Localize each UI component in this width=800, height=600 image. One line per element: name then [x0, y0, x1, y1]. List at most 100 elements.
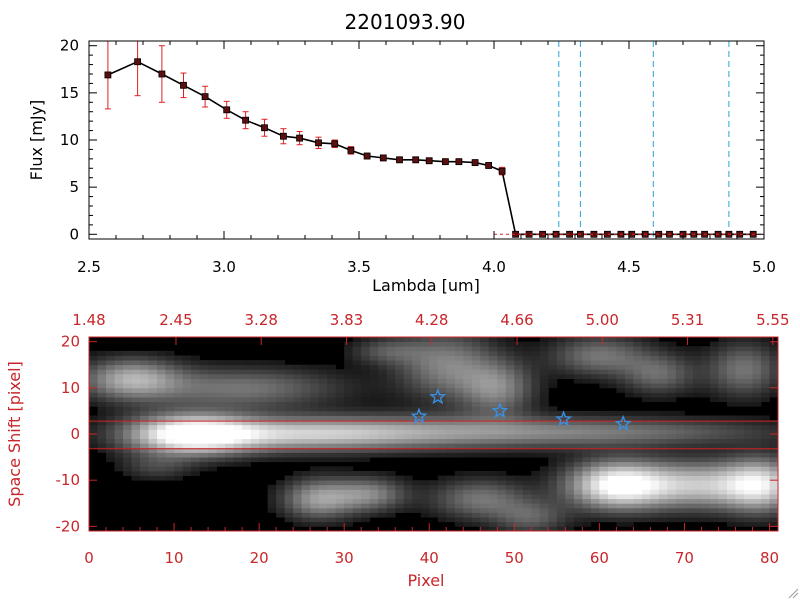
heatmap-cell: [199, 406, 209, 412]
heatmap-cell: [548, 369, 558, 375]
heatmap-cell: [539, 364, 549, 370]
heatmap-cell: [225, 410, 235, 416]
heatmap-cell: [165, 355, 175, 361]
heatmap-cell: [293, 484, 303, 490]
heatmap-cell: [522, 494, 532, 500]
heatmap-cell: [233, 410, 243, 416]
heatmap-cell: [692, 355, 702, 361]
heatmap-cell: [556, 369, 566, 375]
heatmap-cell: [735, 443, 745, 449]
heatmap-cell: [463, 517, 473, 523]
heatmap-cell: [293, 498, 303, 504]
heatmap-cell: [327, 484, 337, 490]
heatmap-cell: [140, 360, 149, 366]
heatmap-cell: [505, 355, 515, 361]
heatmap-cell: [650, 383, 660, 389]
heatmap-cell: [123, 470, 132, 476]
heatmap-cell: [607, 369, 617, 375]
heatmap-cell: [335, 383, 345, 389]
heatmap-cell: [301, 420, 311, 426]
heatmap-cell: [658, 507, 668, 513]
heatmap-cell: [191, 387, 200, 393]
heatmap-cell: [505, 475, 515, 481]
heatmap-cell: [267, 484, 277, 490]
heatmap-cell: [556, 438, 566, 444]
heatmap-cell: [505, 429, 515, 435]
heatmap-cell: [199, 429, 209, 435]
heatmap-cell: [446, 369, 456, 375]
heatmap-cell: [565, 373, 575, 379]
heatmap-cell: [556, 461, 566, 467]
heatmap-cell: [318, 406, 328, 412]
heatmap-cell: [709, 392, 719, 398]
heatmap-cell: [446, 507, 456, 513]
heatmap-cell: [556, 447, 566, 453]
heatmap-cell: [420, 406, 430, 412]
heatmap-cell: [403, 355, 413, 361]
heatmap-cell: [505, 337, 515, 343]
heatmap-cell: [293, 424, 303, 430]
heatmap-cell: [191, 397, 200, 403]
heatmap-cell: [259, 424, 269, 430]
heatmap-cell: [208, 378, 217, 384]
heatmap-cell: [267, 406, 277, 412]
heatmap-cell: [174, 378, 183, 384]
heatmap-cell: [531, 489, 541, 495]
heatmap-cell: [412, 350, 422, 356]
heatmap-cell: [395, 494, 405, 500]
heatmap-cell: [114, 397, 124, 403]
heatmap-cell: [692, 346, 702, 352]
heatmap-cell: [641, 337, 651, 343]
heatmap-cell: [590, 484, 600, 490]
heatmap-cell: [667, 434, 677, 440]
heatmap-cell: [539, 494, 549, 500]
heatmap-cell: [386, 452, 396, 458]
heatmap-cell: [378, 443, 388, 449]
heatmap-cell: [743, 484, 753, 490]
heatmap-cell: [182, 369, 192, 375]
heatmap-cell: [225, 392, 235, 398]
heatmap-cell: [573, 503, 583, 509]
y-tick-label: 20: [61, 333, 80, 351]
heatmap-cell: [284, 392, 294, 398]
heatmap-cell: [310, 484, 320, 490]
heatmap-cell: [624, 373, 634, 379]
heatmap-cell: [650, 498, 660, 504]
heatmap-cell: [582, 424, 592, 430]
heatmap-cell: [692, 373, 702, 379]
heatmap-cell: [701, 443, 711, 449]
heatmap-cell: [539, 466, 549, 472]
heatmap-cell: [386, 503, 396, 509]
heatmap-cell: [752, 424, 762, 430]
heatmap-cell: [667, 355, 677, 361]
heatmap-cell: [267, 387, 277, 393]
heatmap-cell: [420, 373, 430, 379]
heatmap-cell: [743, 517, 753, 523]
heatmap-cell: [735, 489, 745, 495]
heatmap-cell: [565, 364, 575, 370]
heatmap-cell: [599, 355, 609, 361]
heatmap-cell: [488, 480, 498, 486]
heatmap-cell: [769, 521, 779, 527]
heatmap-cell: [208, 420, 217, 426]
heatmap-cell: [97, 443, 107, 449]
heatmap-cell: [276, 498, 286, 504]
heatmap-cell: [225, 369, 235, 375]
heatmap-cell: [335, 503, 345, 509]
heatmap-cell: [624, 503, 634, 509]
heatmap-cell: [242, 429, 252, 435]
heatmap-cell: [378, 429, 388, 435]
resize-grip-icon[interactable]: [788, 588, 799, 599]
heatmap-cell: [701, 466, 711, 472]
heatmap-cell: [480, 364, 490, 370]
data-point: [425, 157, 433, 165]
heatmap-cell: [165, 401, 175, 407]
heatmap-cell: [437, 373, 447, 379]
heatmap-cell: [471, 337, 481, 343]
heatmap-cell: [463, 337, 473, 343]
heatmap-cell: [471, 397, 481, 403]
heatmap-cell: [301, 521, 311, 527]
heatmap-cell: [599, 494, 609, 500]
heatmap-cell: [548, 378, 558, 384]
